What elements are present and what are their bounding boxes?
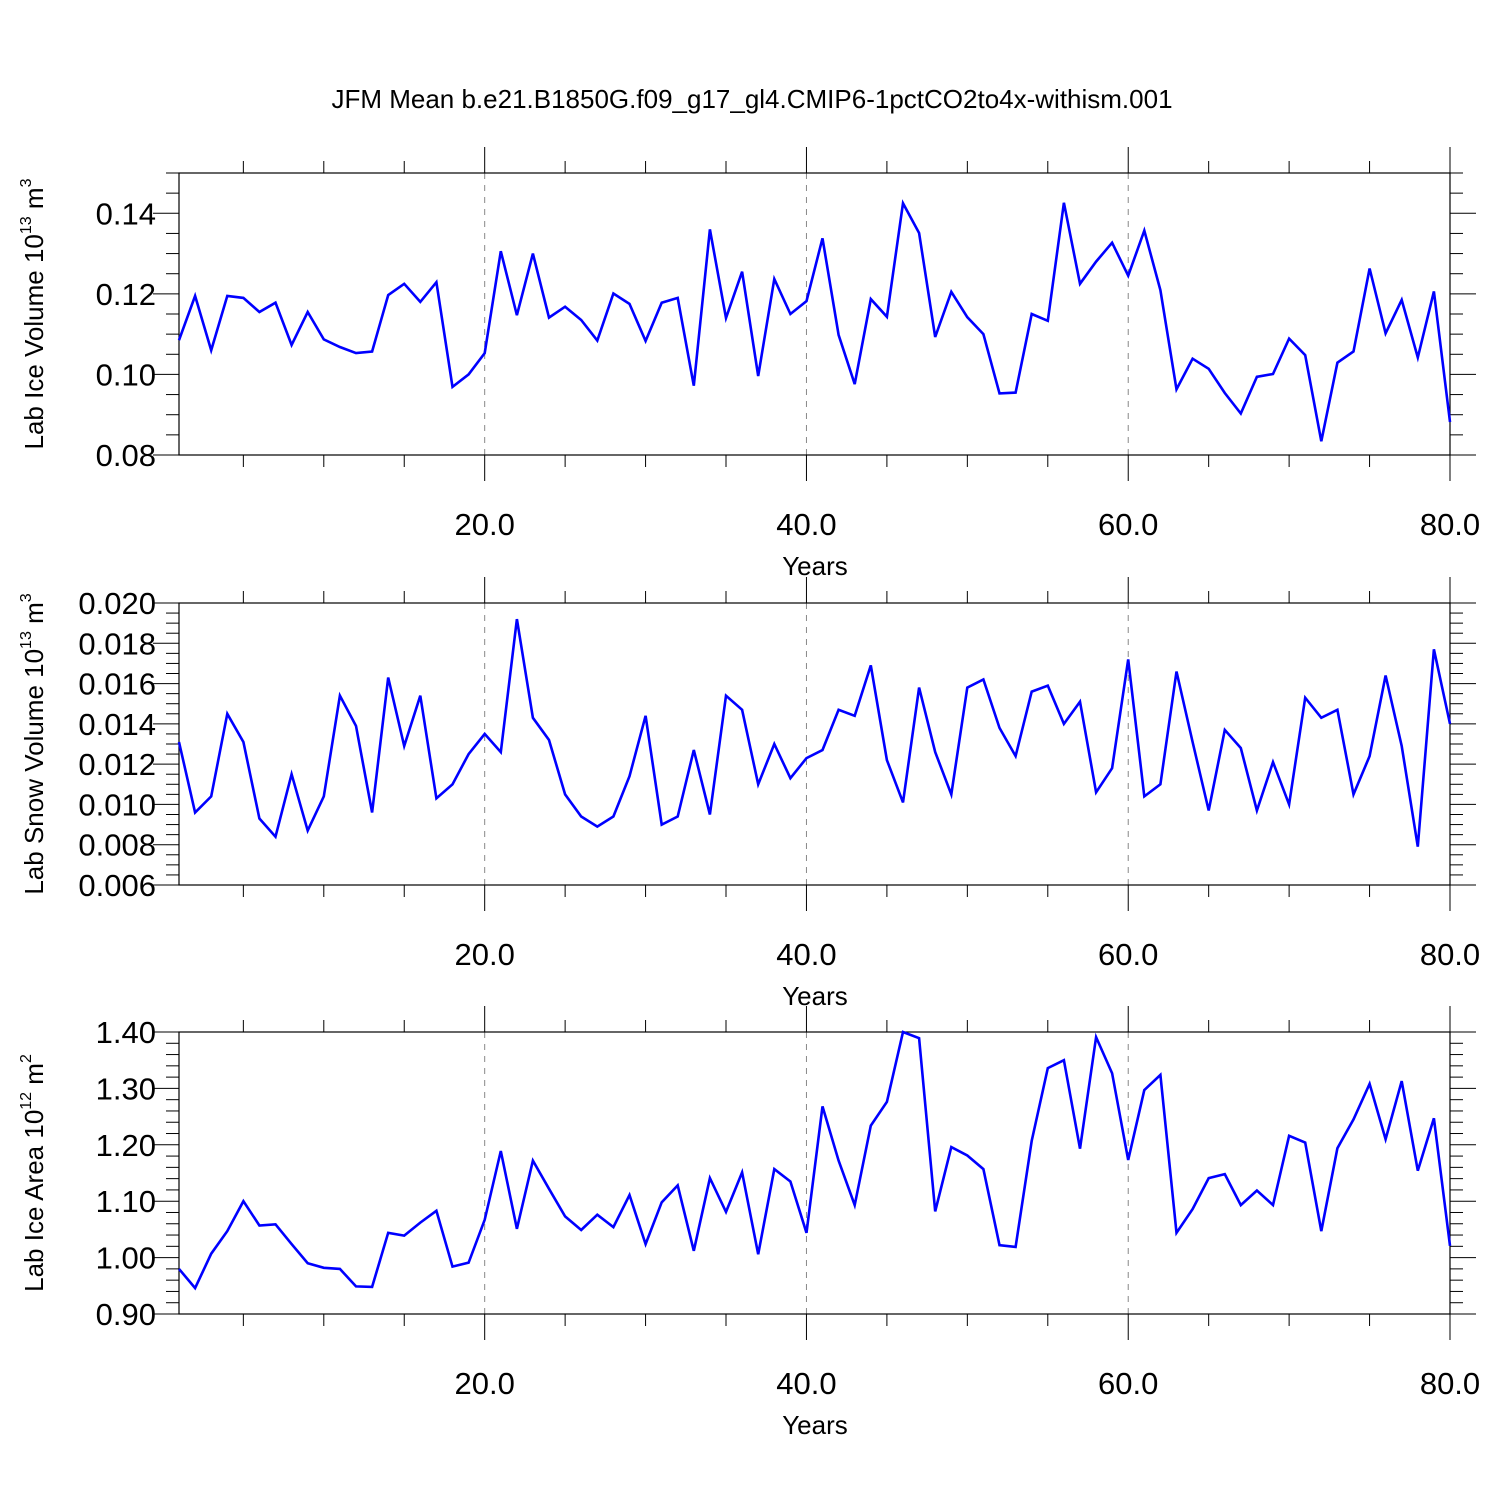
ice-volume-series-line xyxy=(177,199,1452,442)
ice-area-panel: 0.90 1.00 1.10 1.20 1.30 1.40 20.0 40.0 60.0 80.0… xyxy=(18,1006,1480,1440)
ice-area-x-tick-label: 20.0 xyxy=(455,1366,515,1401)
ice-volume-x-tick-label: 80.0 xyxy=(1420,507,1480,542)
snow-volume-x-tick-label: 80.0 xyxy=(1420,937,1480,972)
ice-area-y-axis-label-unit: m xyxy=(19,1063,49,1092)
snow-volume-y-axis-label: Lab Snow Volume 1013 m3 xyxy=(18,593,49,894)
ice-area-x-axis-label: Years xyxy=(782,1410,848,1440)
snow-volume-y-axis-label-exponent: 13 xyxy=(18,631,35,649)
ice-volume-y-axis-label-unit: m xyxy=(19,187,49,216)
ice-area-y-axis-label: Lab Ice Area 1012 m2 xyxy=(18,1054,49,1292)
ice-area-y-axis-label-text: Lab Ice Area 10 xyxy=(19,1110,49,1292)
ice-area-y-tick-label: 1.40 xyxy=(96,1015,156,1050)
snow-volume-x-tick-label: 20.0 xyxy=(455,937,515,972)
snow-volume-y-tick-label: 0.016 xyxy=(78,667,156,702)
ice-volume-plot-frame xyxy=(178,172,1451,456)
ice-area-y-tick-label: 1.10 xyxy=(96,1184,156,1219)
ice-area-y-tick-label: 1.20 xyxy=(96,1128,156,1163)
ice-volume-x-tick-label: 60.0 xyxy=(1098,507,1158,542)
ice-area-x-tick-label: 40.0 xyxy=(776,1366,836,1401)
ice-area-y-tick-label: 1.30 xyxy=(96,1071,156,1106)
ice-volume-y-axis-label: Lab Ice Volume 1013 m3 xyxy=(18,178,49,449)
snow-volume-plot-frame xyxy=(178,602,1451,886)
ice-area-plot-frame xyxy=(178,1031,1451,1315)
snow-volume-y-axis-label-unit-exponent: 3 xyxy=(18,593,35,602)
snow-volume-y-tick-label: 0.014 xyxy=(78,707,156,742)
ice-area-y-axis-label-exponent: 12 xyxy=(18,1092,35,1110)
figure-title: JFM Mean b.e21.B1850G.f09_g17_gl4.CMIP6-… xyxy=(331,84,1172,114)
snow-volume-x-tick-label: 60.0 xyxy=(1098,937,1158,972)
snow-volume-x-axis-label: Years xyxy=(782,981,848,1011)
snow-volume-panel: 0.006 0.008 0.010 0.012 0.014 0.016 0.018 0.020… xyxy=(18,577,1480,1011)
snow-volume-y-tick-label: 0.012 xyxy=(78,747,156,782)
ice-volume-y-axis-label-text: Lab Ice Volume 10 xyxy=(19,234,49,449)
snow-volume-series-line xyxy=(177,618,1452,847)
ice-volume-y-tick-label: 0.12 xyxy=(96,277,156,312)
ice-volume-panel: 0.08 0.10 0.12 0.14 20.0 40.0 60.0 80.0 Years Lab… xyxy=(18,147,1480,581)
ice-volume-x-tick-label: 40.0 xyxy=(776,507,836,542)
ice-area-series-line xyxy=(178,1030,1452,1291)
snow-volume-y-tick-label: 0.008 xyxy=(78,828,156,863)
ice-area-x-tick-label: 60.0 xyxy=(1098,1366,1158,1401)
ice-volume-y-tick-label: 0.14 xyxy=(96,196,156,231)
ice-area-y-tick-label: 0.90 xyxy=(96,1297,156,1332)
ice-volume-y-axis-label-unit-exponent: 3 xyxy=(18,178,35,187)
ice-area-y-axis-label-unit-exponent: 2 xyxy=(18,1054,35,1063)
ice-volume-x-axis-label: Years xyxy=(782,551,848,581)
ice-area-x-tick-label: 80.0 xyxy=(1420,1366,1480,1401)
ice-volume-y-tick-label: 0.10 xyxy=(96,357,156,392)
snow-volume-y-tick-label: 0.010 xyxy=(78,787,156,822)
snow-volume-y-tick-label: 0.020 xyxy=(78,586,156,621)
ice-volume-x-tick-label: 20.0 xyxy=(455,507,515,542)
snow-volume-y-axis-label-text: Lab Snow Volume 10 xyxy=(19,649,49,895)
snow-volume-y-tick-label: 0.006 xyxy=(78,868,156,903)
ice-area-y-tick-label: 1.00 xyxy=(96,1241,156,1276)
snow-volume-y-axis-label-unit: m xyxy=(19,602,49,631)
snow-volume-x-tick-label: 40.0 xyxy=(776,937,836,972)
ice-volume-y-tick-label: 0.08 xyxy=(96,438,156,473)
snow-volume-y-tick-label: 0.018 xyxy=(78,626,156,661)
ice-volume-y-axis-label-exponent: 13 xyxy=(18,216,35,234)
